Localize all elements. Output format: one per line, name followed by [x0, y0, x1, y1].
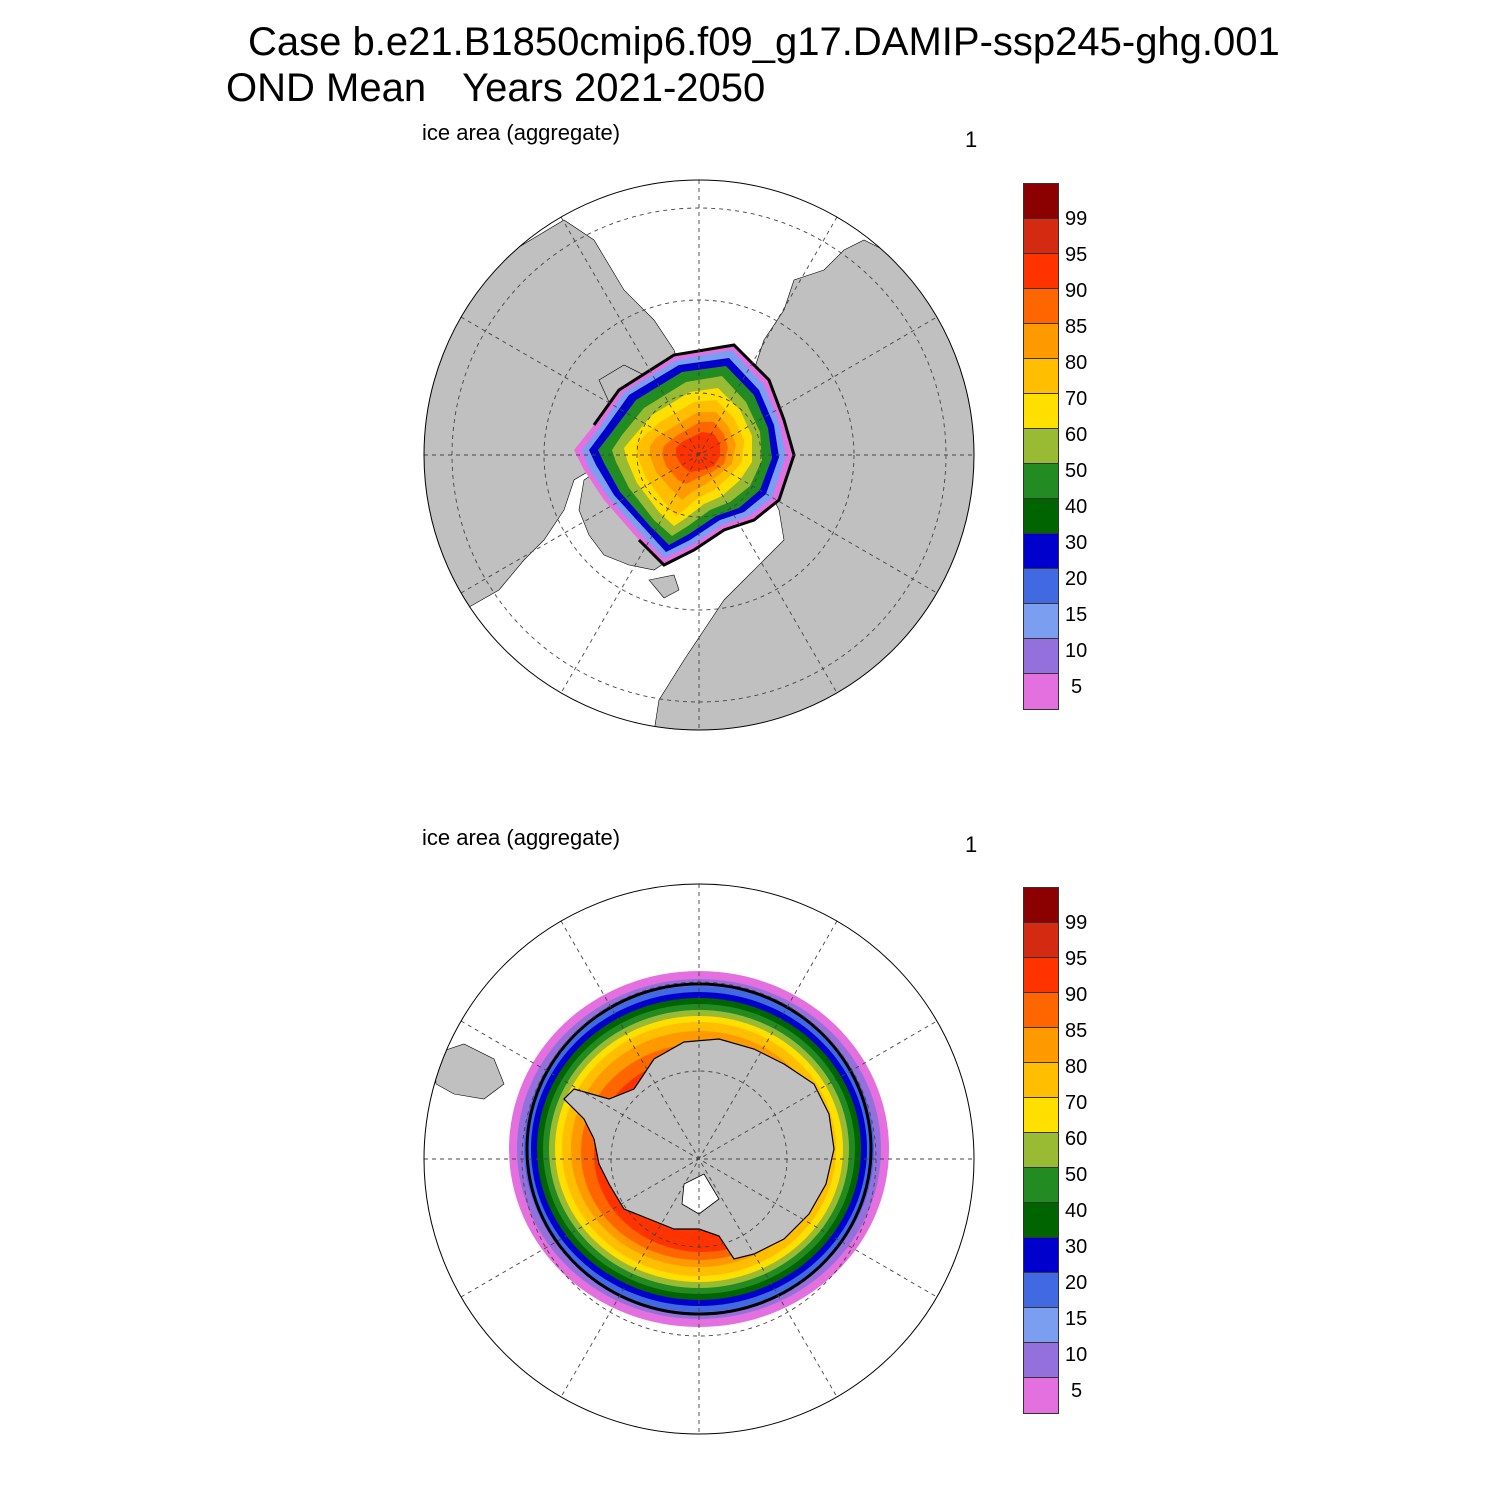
colorbar-swatch	[1024, 429, 1058, 464]
colorbar-tick-label: 5	[1071, 676, 1083, 698]
colorbar-swatch	[1024, 1238, 1058, 1273]
colorbar-tick-label: 30	[1065, 1236, 1088, 1258]
colorbar-tick-label: 70	[1065, 388, 1088, 410]
colorbar-tick-label: 90	[1065, 280, 1088, 302]
colorbar-tick-label: 60	[1065, 1128, 1088, 1150]
figure-title-period: OND Mean Years 2021-2050	[226, 68, 765, 108]
colorbar-tick-label: 50	[1065, 460, 1088, 482]
colorbar-tick-label: 40	[1065, 1200, 1088, 1222]
colorbar-swatch	[1024, 499, 1058, 534]
colorbar-swatch	[1024, 993, 1058, 1028]
colorbar-swatch	[1024, 958, 1058, 993]
panel-north-number: 1	[965, 127, 978, 152]
map-border	[423, 179, 975, 731]
colorbar-swatch	[1024, 254, 1058, 289]
colorbar-tick-label: 80	[1065, 352, 1088, 374]
colorbar-swatch	[1024, 324, 1058, 359]
colorbar-swatch	[1024, 569, 1058, 604]
colorbar-swatch	[1024, 1028, 1058, 1063]
colorbar-tick-label: 10	[1065, 640, 1088, 662]
colorbar-tick-label: 80	[1065, 1056, 1088, 1078]
colorbar-tick-label: 15	[1065, 1308, 1088, 1330]
figure-title-case: Case b.e21.B1850cmip6.f09_g17.DAMIP-ssp2…	[248, 20, 1280, 64]
colorbar-tick-label: 5	[1071, 1380, 1083, 1402]
map-border	[423, 883, 975, 1435]
ice-shelf	[681, 1173, 720, 1215]
colorbar-tick-label: 10	[1065, 1344, 1088, 1366]
colorbar-swatch	[1024, 1203, 1058, 1238]
colorbar-tick-label: 60	[1065, 424, 1088, 446]
colorbar-tick-label: 30	[1065, 532, 1088, 554]
colorbar-swatch	[1024, 888, 1058, 923]
arctic-polar-map	[423, 179, 975, 731]
years-label: Years 2021-2050	[462, 66, 766, 110]
colorbar-tick-label: 95	[1065, 244, 1088, 266]
colorbar-swatch	[1024, 1343, 1058, 1378]
colorbar-tick-label: 15	[1065, 604, 1088, 626]
graticule	[424, 884, 974, 1434]
colorbar-swatch	[1024, 289, 1058, 324]
colorbar-tick-label: 99	[1065, 208, 1088, 230]
colorbar-swatch	[1024, 639, 1058, 674]
colorbar-tick-label: 85	[1065, 316, 1088, 338]
colorbar-swatch	[1024, 1273, 1058, 1308]
panel-south-number: 1	[965, 832, 978, 857]
colorbar-swatch	[1024, 1378, 1058, 1413]
colorbar-tick-label: 20	[1065, 568, 1088, 590]
colorbar-tick-label: 20	[1065, 1272, 1088, 1294]
colorbar-swatch	[1024, 674, 1058, 709]
colorbar-swatch	[1024, 464, 1058, 499]
colorbar-swatch	[1024, 1098, 1058, 1133]
colorbar-swatch	[1024, 184, 1058, 219]
colorbar-tick-label: 90	[1065, 984, 1088, 1006]
panel-south-variable-label: ice area (aggregate)	[422, 825, 621, 850]
colorbar-tick-label: 99	[1065, 912, 1088, 934]
colorbar-swatch	[1024, 359, 1058, 394]
colorbar-swatch	[1024, 1063, 1058, 1098]
colorbar-swatch	[1024, 1133, 1058, 1168]
colorbar-north	[1023, 183, 1059, 710]
colorbar-swatch	[1024, 923, 1058, 958]
colorbar-swatch	[1024, 1308, 1058, 1343]
colorbar-swatch	[1024, 219, 1058, 254]
south-america-land	[433, 1043, 505, 1100]
colorbar-tick-label: 70	[1065, 1092, 1088, 1114]
colorbar-south	[1023, 887, 1059, 1414]
colorbar-swatch	[1024, 604, 1058, 639]
colorbar-tick-label: 95	[1065, 948, 1088, 970]
antarctic-polar-map	[423, 883, 975, 1435]
colorbar-swatch	[1024, 1168, 1058, 1203]
colorbar-tick-label: 40	[1065, 496, 1088, 518]
colorbar-tick-label: 85	[1065, 1020, 1088, 1042]
season-label: OND Mean	[226, 66, 427, 110]
colorbar-swatch	[1024, 534, 1058, 569]
panel-north-variable-label: ice area (aggregate)	[422, 120, 621, 145]
colorbar-swatch	[1024, 394, 1058, 429]
colorbar-tick-label: 50	[1065, 1164, 1088, 1186]
graticule	[424, 180, 974, 730]
